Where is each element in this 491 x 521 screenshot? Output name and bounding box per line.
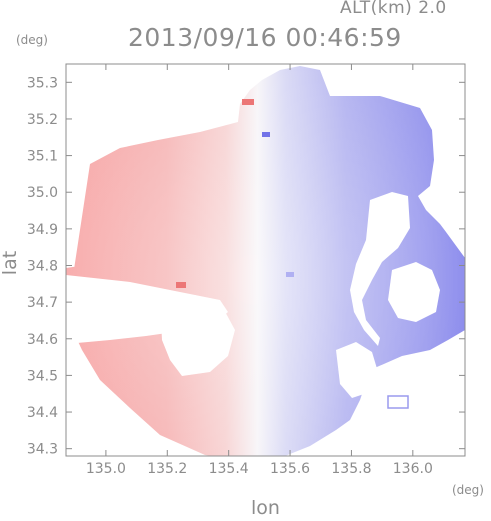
x-axis-ticks: 135.0 135.2 135.4 135.6 135.8 136.0	[86, 64, 433, 477]
x-tick-label: 135.2	[147, 461, 187, 477]
no-echo-region	[350, 192, 410, 346]
y-tick-label: 34.7	[27, 295, 58, 311]
y-tick-label: 35.3	[27, 75, 58, 91]
y-tick-label: 35.2	[27, 112, 58, 128]
echo-speck	[286, 272, 294, 277]
x-tick-label: 136.0	[393, 461, 433, 477]
y-tick-label: 35.1	[27, 149, 58, 165]
x-tick-label: 135.0	[86, 461, 126, 477]
x-tick-label: 135.6	[270, 461, 310, 477]
x-tick-label: 135.8	[331, 461, 371, 477]
y-axis-unit: (deg)	[16, 33, 48, 47]
echo-speck	[176, 282, 186, 288]
x-tick-label: 135.4	[209, 461, 249, 477]
no-echo-region	[336, 342, 378, 398]
y-tick-label: 34.6	[27, 332, 58, 348]
echo-speck	[242, 99, 254, 105]
x-axis-label: lon	[251, 497, 280, 519]
y-tick-label: 34.9	[27, 222, 58, 238]
y-tick-label: 34.5	[27, 368, 58, 384]
x-axis-unit: (deg)	[452, 483, 484, 497]
no-echo-region	[388, 262, 440, 322]
y-tick-label: 35.0	[27, 185, 58, 201]
y-tick-label: 34.8	[27, 258, 58, 274]
radar-field	[66, 64, 465, 456]
y-tick-label: 34.3	[27, 442, 58, 458]
echo-speck	[262, 132, 270, 137]
plot-frame	[65, 63, 466, 457]
echo-speck	[387, 395, 409, 409]
chart-title: 2013/09/16 00:46:59	[128, 23, 402, 52]
altitude-label: ALT(km) 2.0	[340, 0, 447, 18]
y-tick-label: 34.4	[27, 405, 58, 421]
no-echo-region	[160, 295, 235, 376]
radar-shading	[66, 64, 465, 456]
y-axis-ticks: 34.3 34.4 34.5 34.6 34.7 34.8 34.9 35.0 35.1 35.2…	[27, 75, 465, 458]
